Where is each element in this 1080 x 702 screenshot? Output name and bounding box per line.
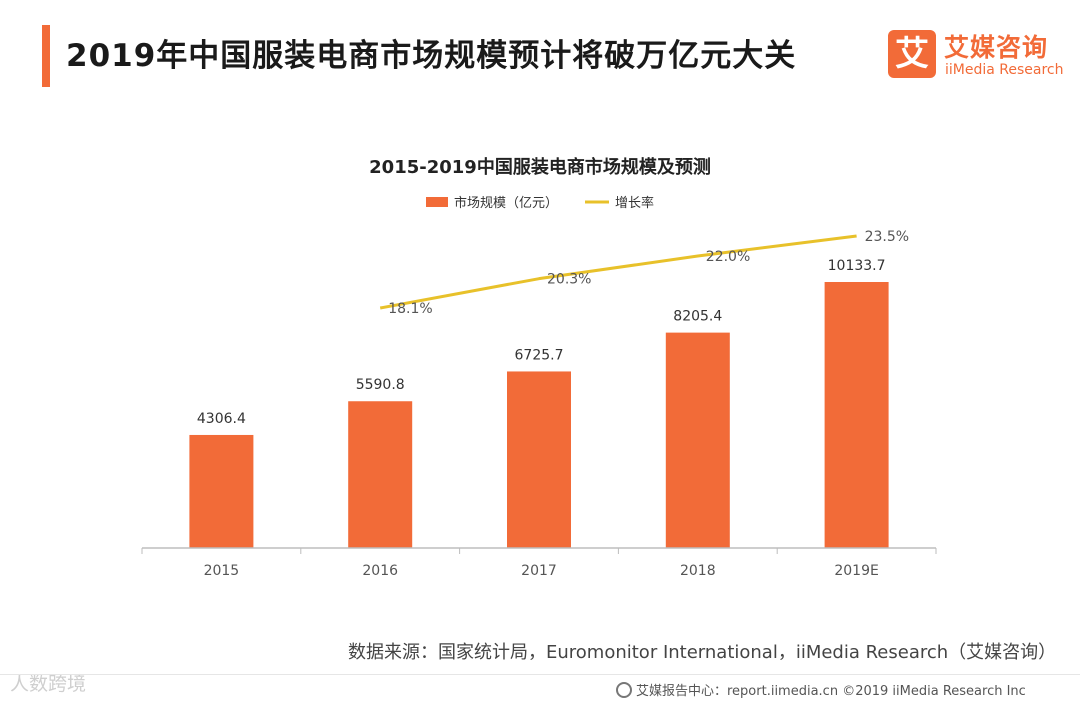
data-source-note: 数据来源：国家统计局，Euromonitor International，iiM… [348, 642, 1057, 663]
legend-swatch-bar [426, 197, 448, 207]
logo-chinese-name: 艾媒咨询 [944, 33, 1049, 62]
growth-line-layer [379, 234, 857, 310]
title-accent-bar [42, 25, 50, 87]
bar-labels-layer: 4306.4 5590.8 6725.7 8205.4 10133.7 [197, 258, 886, 427]
legend-label-line: 增长率 [615, 195, 654, 211]
bar-2019E [824, 282, 889, 548]
chart-title: 2015-2019中国服装电商市场规模及预测 [369, 156, 711, 178]
footer-text: 艾媒报告中心：report.iimedia.cn ©2019 iiMedia R… [636, 684, 1026, 699]
growth-labels-layer: 18.1% 20.3% 22.0% 23.5% [388, 229, 909, 317]
bar-value-label: 4306.4 [197, 411, 246, 427]
growth-value-label: 18.1% [388, 301, 432, 317]
growth-value-label: 20.3% [547, 272, 591, 288]
x-tick-label: 2018 [680, 563, 716, 579]
bar-value-label: 6725.7 [515, 347, 564, 363]
bar-value-label: 5590.8 [356, 377, 405, 393]
chart-legend: 市场规模（亿元） 增长率 [426, 195, 654, 211]
brand-logo: 艾 艾媒咨询 iiMedia Research [888, 26, 1068, 86]
x-axis-ticks [141, 548, 937, 554]
logo-english-name: iiMedia Research [945, 62, 1064, 78]
growth-value-label: 22.0% [706, 249, 750, 265]
watermark: 人数跨境 [10, 673, 87, 695]
growth-rate-line [379, 234, 857, 310]
page-title: 2019年中国服装电商市场规模预计将破万亿元大关 [66, 38, 797, 74]
x-tick-label: 2015 [204, 563, 240, 579]
footer-divider [0, 674, 1080, 675]
report-center-icon [616, 682, 632, 698]
footer: 艾媒报告中心：report.iimedia.cn ©2019 iiMedia R… [616, 680, 1026, 699]
chart: 2015-2019中国服装电商市场规模及预测 市场规模（亿元） 增长率 4306… [141, 156, 937, 579]
growth-value-label: 23.5% [865, 229, 909, 245]
x-axis-labels: 2015 2016 2017 2018 2019E [204, 563, 879, 579]
x-tick-label: 2016 [362, 563, 398, 579]
bar-2018 [665, 332, 730, 548]
bar-2015 [189, 434, 254, 548]
bar-value-label: 8205.4 [673, 309, 722, 325]
logo-mark-icon: 艾 [888, 30, 936, 78]
x-tick-label: 2017 [521, 563, 557, 579]
x-tick-label: 2019E [834, 563, 878, 579]
bar-value-label: 10133.7 [828, 258, 886, 274]
bar-2016 [348, 401, 413, 548]
legend-label-bar: 市场规模（亿元） [454, 195, 558, 211]
bar-2017 [507, 371, 571, 548]
bars-layer [189, 282, 889, 548]
